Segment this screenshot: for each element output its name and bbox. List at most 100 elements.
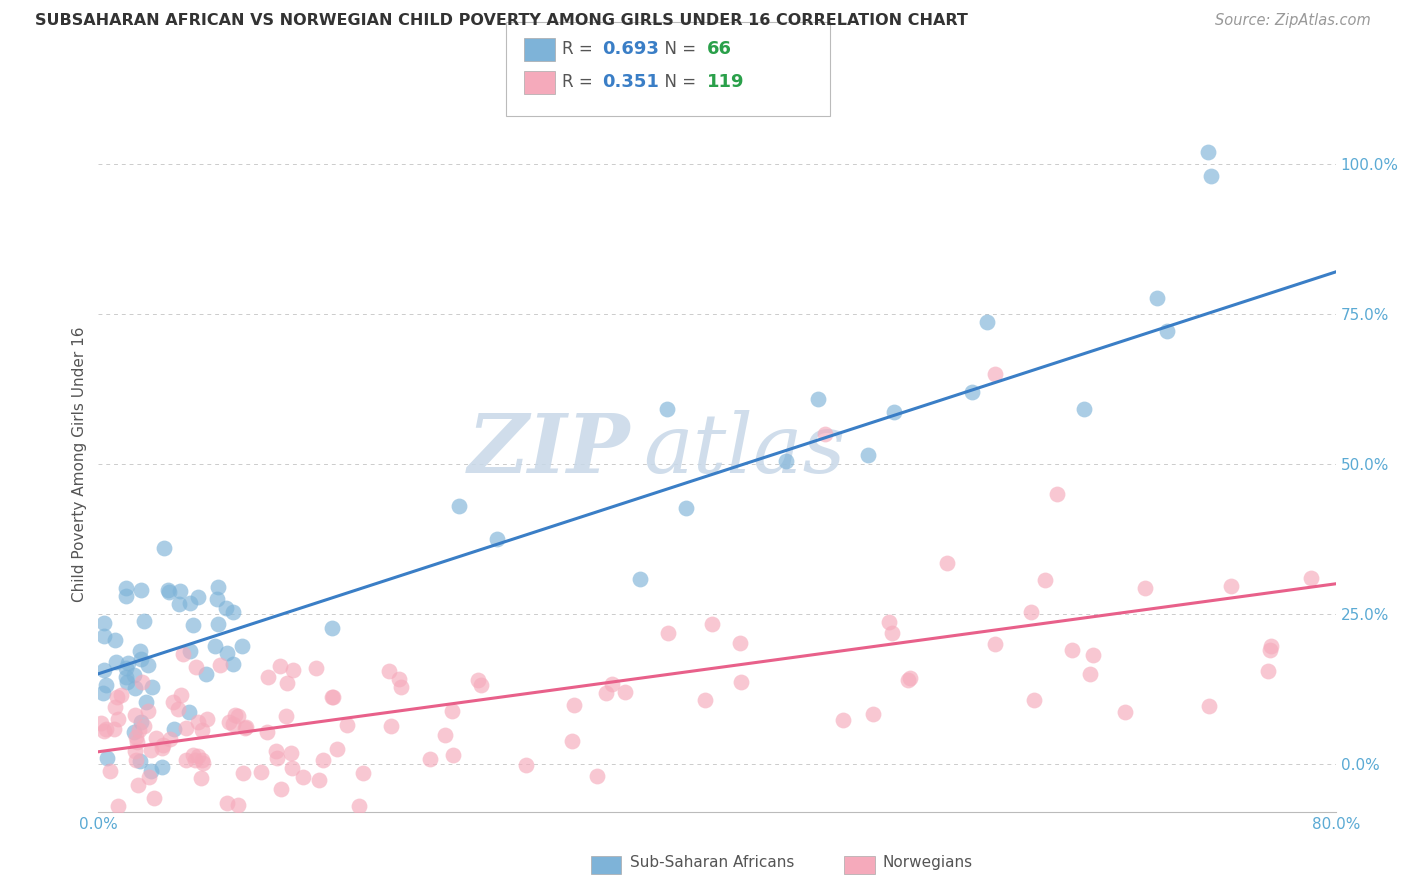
Point — [1060, 642, 1083, 657]
Point — [231, 639, 253, 653]
Text: R =: R = — [562, 40, 599, 58]
Point — [470, 678, 492, 692]
Point — [104, 632, 127, 647]
Point — [562, 698, 585, 713]
Point — [419, 752, 441, 766]
Point — [152, 541, 174, 555]
Point — [124, 681, 146, 696]
Point — [1257, 664, 1279, 678]
Point — [880, 626, 903, 640]
Y-axis label: Child Poverty Among Girls Under 16: Child Poverty Among Girls Under 16 — [72, 326, 87, 601]
Point — [311, 753, 333, 767]
Point — [1133, 581, 1156, 595]
Point — [235, 720, 257, 734]
Point — [250, 765, 273, 780]
Point — [115, 661, 138, 675]
Point — [264, 744, 287, 758]
Point — [308, 773, 330, 788]
Point — [814, 426, 837, 441]
Point — [600, 676, 623, 690]
Point — [125, 753, 148, 767]
Point — [141, 681, 163, 695]
Point — [449, 499, 471, 513]
Point — [141, 743, 163, 757]
Text: SUBSAHARAN AFRICAN VS NORWEGIAN CHILD POVERTY AMONG GIRLS UNDER 16 CORRELATION C: SUBSAHARAN AFRICAN VS NORWEGIAN CHILD PO… — [35, 13, 967, 29]
Point — [162, 695, 184, 709]
Point — [128, 644, 150, 658]
Point — [209, 657, 232, 672]
Point — [136, 658, 159, 673]
Point — [187, 748, 209, 763]
Point — [100, 764, 122, 779]
Point — [181, 617, 204, 632]
Point — [157, 582, 180, 597]
Point — [1260, 639, 1282, 653]
Point — [1198, 698, 1220, 713]
Text: R =: R = — [562, 73, 599, 91]
Point — [110, 688, 132, 702]
Point — [138, 770, 160, 784]
Text: 0.351: 0.351 — [602, 73, 658, 91]
Point — [179, 644, 201, 658]
Point — [125, 735, 148, 749]
Point — [232, 766, 254, 780]
Point — [122, 725, 145, 739]
Point — [170, 688, 193, 702]
Point — [775, 454, 797, 468]
Point — [105, 655, 128, 669]
Point — [586, 769, 609, 783]
Point — [730, 675, 752, 690]
Point — [191, 753, 214, 767]
Point — [217, 646, 239, 660]
Point — [984, 637, 1007, 651]
Point — [186, 660, 208, 674]
Point — [256, 725, 278, 739]
Point — [441, 747, 464, 762]
Point — [142, 790, 165, 805]
Point — [131, 675, 153, 690]
Point — [169, 583, 191, 598]
Point — [167, 702, 190, 716]
Point — [117, 656, 139, 670]
Point — [281, 663, 304, 677]
Point — [96, 722, 118, 736]
Point — [195, 712, 218, 726]
Point — [104, 699, 127, 714]
Point — [675, 501, 697, 516]
Point — [190, 771, 212, 785]
Point — [93, 616, 115, 631]
Point — [281, 761, 304, 775]
Point — [335, 718, 357, 732]
Point — [134, 719, 156, 733]
Point — [157, 585, 180, 599]
Point — [883, 405, 905, 419]
Point — [434, 728, 457, 742]
Point — [124, 744, 146, 758]
Point — [115, 675, 138, 690]
Point — [441, 704, 464, 718]
Point — [167, 597, 190, 611]
Point — [129, 715, 152, 730]
Point — [657, 401, 679, 416]
Point — [141, 764, 163, 778]
Point — [96, 750, 118, 764]
Text: 119: 119 — [707, 73, 745, 91]
Point — [176, 753, 198, 767]
Point — [276, 709, 298, 723]
Point — [125, 730, 148, 744]
Point — [388, 673, 411, 687]
Point — [657, 625, 679, 640]
Point — [305, 661, 328, 675]
Point — [207, 580, 229, 594]
Point — [226, 708, 249, 723]
Point — [898, 672, 921, 686]
Text: Norwegians: Norwegians — [883, 855, 973, 870]
Point — [129, 582, 152, 597]
Point — [107, 712, 129, 726]
Point — [221, 716, 243, 731]
Point — [960, 385, 983, 400]
Point — [897, 673, 920, 687]
Point — [276, 676, 298, 690]
Text: N =: N = — [654, 73, 702, 91]
Point — [152, 738, 174, 752]
